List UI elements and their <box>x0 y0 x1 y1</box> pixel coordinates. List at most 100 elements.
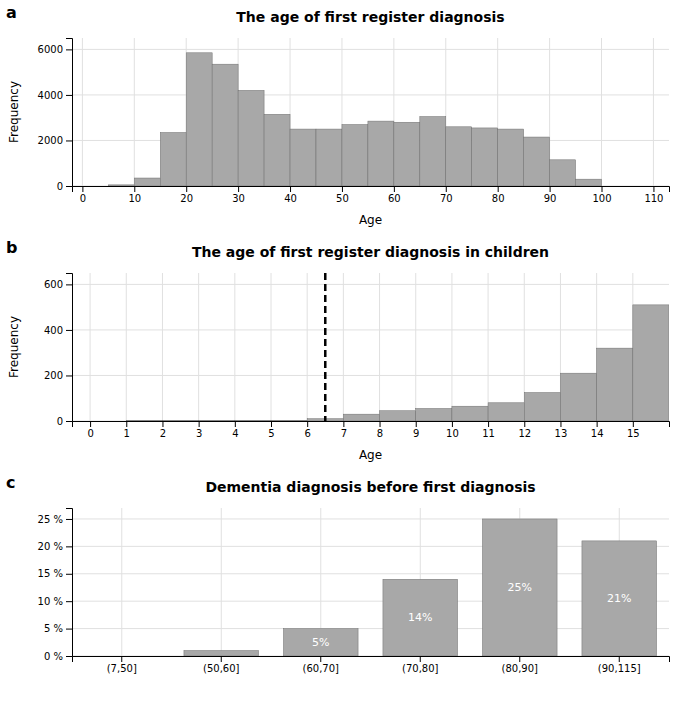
tick: 6 <box>304 421 310 439</box>
bar <box>160 132 186 186</box>
tick-label: 2 <box>160 428 166 439</box>
tick-label: 10 <box>446 428 459 439</box>
tick: 0 <box>57 416 72 427</box>
x-axis: (7,50](50,60](60,70](70,80](80,90](90,11… <box>73 656 670 674</box>
grid-line <box>72 94 669 95</box>
tick: 200 <box>44 370 72 381</box>
tick-label: 7 <box>341 428 347 439</box>
tick: 0 % <box>44 651 72 662</box>
panel: (7,50](50,60](60,70](70,80](80,90](90,11… <box>6 473 670 674</box>
title: The age of first register diagnosis <box>236 9 504 25</box>
tick-label: 0 <box>57 416 63 427</box>
tick-mark <box>90 421 91 427</box>
tick: 70 <box>440 186 453 204</box>
x-axis: 0102030405060708090100110 <box>73 186 670 204</box>
grid-line <box>72 601 669 602</box>
tick: 0 <box>87 421 93 439</box>
tick-mark <box>597 421 598 427</box>
title: The age of first register diagnosis in c… <box>192 244 549 260</box>
bar <box>627 186 653 187</box>
bars <box>108 53 601 186</box>
tick-mark <box>524 421 525 427</box>
tick: 400 <box>44 325 72 336</box>
tick: 80 <box>492 186 505 204</box>
tick-label: 60 <box>388 193 401 204</box>
grid <box>72 273 669 421</box>
tick: 60 <box>388 186 401 204</box>
tick: 10 % <box>38 596 72 607</box>
grid <box>72 508 669 656</box>
tick-label: 4 <box>232 428 238 439</box>
tick: 25 % <box>38 514 72 525</box>
tick: (80,90] <box>502 656 539 674</box>
figure: 01020304050607080901001100200040006000Th… <box>0 0 685 707</box>
bar <box>368 121 394 186</box>
tick-label: 40 <box>284 193 297 204</box>
bar <box>633 305 669 421</box>
tick-label: (50,60] <box>203 663 240 674</box>
bar <box>446 127 472 186</box>
tick-mark <box>420 656 421 662</box>
tick-label: 10 <box>128 193 141 204</box>
grid-line <box>126 273 127 421</box>
tick-mark <box>126 421 127 427</box>
tick: 0 <box>57 181 72 192</box>
grid-line <box>198 273 199 421</box>
bar <box>90 421 126 422</box>
y-axis-title: Frequency <box>7 81 21 143</box>
bar <box>162 420 198 421</box>
bar <box>342 125 368 186</box>
tick-label: 13 <box>555 428 568 439</box>
grid-line <box>415 273 416 421</box>
bar <box>212 64 238 186</box>
tick-mark <box>66 421 72 422</box>
grid-line <box>234 273 235 421</box>
tick-label: 110 <box>644 193 663 204</box>
panel-label: a <box>6 3 17 22</box>
tick-label: 2000 <box>38 135 63 146</box>
tick-mark <box>66 656 72 657</box>
grid-line <box>72 546 669 547</box>
tick-mark <box>452 421 453 427</box>
bar <box>482 519 557 656</box>
plot-area: (7,50](50,60](60,70](70,80](80,90](90,11… <box>38 508 670 674</box>
bar <box>488 403 524 421</box>
data-label: 14% <box>408 611 432 624</box>
bar <box>582 541 657 656</box>
tick-label: 20 <box>180 193 193 204</box>
bar <box>602 186 628 187</box>
tick-label: (70,80] <box>402 663 439 674</box>
plot-area: 01020304050607080901001100200040006000 <box>38 38 670 204</box>
tick: (70,80] <box>402 656 439 674</box>
tick-mark <box>307 421 308 427</box>
tick: 9 <box>413 421 419 439</box>
bar <box>560 373 596 421</box>
tick-mark <box>488 421 489 427</box>
y-axis-line <box>66 274 73 422</box>
bar <box>524 393 560 421</box>
tick: 5 % <box>44 623 72 634</box>
grid-line <box>271 273 272 421</box>
bar <box>108 185 134 186</box>
tick-mark <box>290 186 291 192</box>
grid-line <box>307 273 308 421</box>
reference-line <box>324 273 327 421</box>
data-label: 5% <box>312 636 329 649</box>
tick-label: 9 <box>413 428 419 439</box>
tick-label: 5 <box>268 428 274 439</box>
tick-mark <box>66 330 72 331</box>
bar <box>238 90 264 186</box>
tick-mark <box>66 375 72 376</box>
tick-mark <box>186 186 187 192</box>
tick: (60,70] <box>303 656 340 674</box>
grid-line <box>82 38 83 186</box>
tick-mark <box>519 656 520 662</box>
bar <box>550 160 576 186</box>
grid-line <box>653 38 654 186</box>
tick: 2 <box>160 421 166 439</box>
bar <box>343 414 379 421</box>
tick-label: 15 % <box>38 568 63 579</box>
tick: 7 <box>341 421 347 439</box>
tick: 40 <box>284 186 297 204</box>
tick-label: 4000 <box>38 90 63 101</box>
